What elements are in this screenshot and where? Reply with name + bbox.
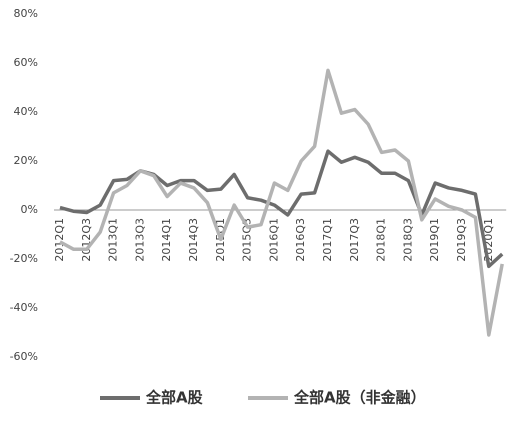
y-tick-label: 20%	[14, 154, 38, 167]
y-tick-label: 0%	[21, 203, 38, 216]
x-tick-label: 2012Q1	[53, 218, 66, 262]
line	[59, 68, 504, 337]
x-tick-label: 2016Q3	[294, 218, 307, 262]
x-tick-label: 2016Q1	[267, 218, 280, 262]
legend-label: 全部A股（非金融）	[293, 389, 426, 407]
y-tick-label: -60%	[10, 350, 38, 363]
y-tick-label: 80%	[14, 7, 38, 20]
x-tick-label: 2015Q3	[241, 218, 254, 262]
x-tick-label: 2014Q3	[187, 218, 200, 262]
x-tick-label: 2019Q3	[455, 218, 468, 262]
x-tick-label: 2012Q3	[80, 218, 93, 262]
legend-label: 全部A股	[145, 389, 204, 407]
x-tick-label: 2014Q1	[160, 218, 173, 262]
y-tick-label: -40%	[10, 301, 38, 314]
x-tick-label: 2019Q1	[428, 218, 441, 262]
x-tick-label: 2013Q3	[133, 218, 146, 262]
y-tick-label: 60%	[14, 56, 38, 69]
x-tick-label: 2013Q1	[107, 218, 120, 262]
x-tick-label: 2018Q1	[375, 218, 388, 262]
y-tick-label: 40%	[14, 105, 38, 118]
x-tick-label: 2018Q3	[401, 218, 414, 262]
line	[59, 149, 504, 269]
x-tick-label: 2017Q1	[321, 218, 334, 262]
x-tick-label: 2017Q3	[348, 218, 361, 262]
y-tick-label: -20%	[10, 252, 38, 265]
